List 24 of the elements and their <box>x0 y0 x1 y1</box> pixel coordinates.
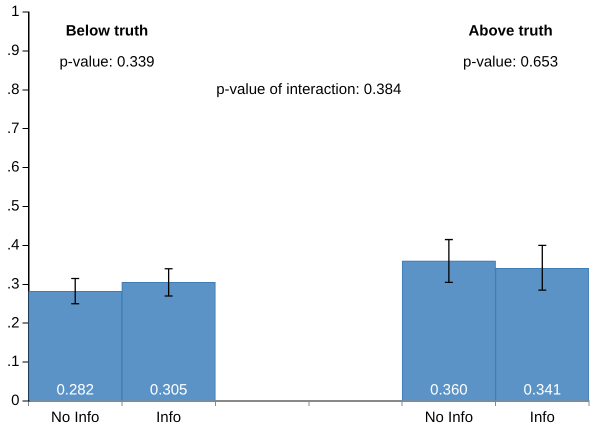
data-label: 0.360 <box>430 382 468 399</box>
y-tick-label: .4 <box>6 236 20 254</box>
y-tick-label: 1 <box>11 3 20 20</box>
annotation: p-value of interaction: 0.384 <box>216 80 402 98</box>
x-tick-label: Info <box>156 409 182 426</box>
x-tick-label: Info <box>530 409 555 426</box>
data-label: 0.282 <box>56 382 94 399</box>
y-tick-label: .5 <box>6 198 20 215</box>
x-tick-label: No Info <box>51 409 100 426</box>
annotation: p-value: 0.339 <box>59 54 155 71</box>
annotation: Above truth <box>468 22 553 40</box>
y-tick-label: .2 <box>6 314 20 332</box>
x-tick-label: No Info <box>424 409 474 426</box>
y-tick-label: .6 <box>6 158 20 176</box>
data-label: 0.305 <box>150 382 188 399</box>
y-tick-label: .3 <box>6 275 20 292</box>
y-tick-label: .8 <box>6 80 20 98</box>
y-tick-label: .9 <box>6 42 20 60</box>
y-tick-label: 0 <box>11 392 20 410</box>
y-tick-label: .1 <box>6 353 20 370</box>
annotation: Below truth <box>66 22 148 40</box>
y-tick-label: .7 <box>6 120 20 137</box>
data-label: 0.341 <box>524 382 562 399</box>
annotation: p-value: 0.653 <box>462 54 558 71</box>
